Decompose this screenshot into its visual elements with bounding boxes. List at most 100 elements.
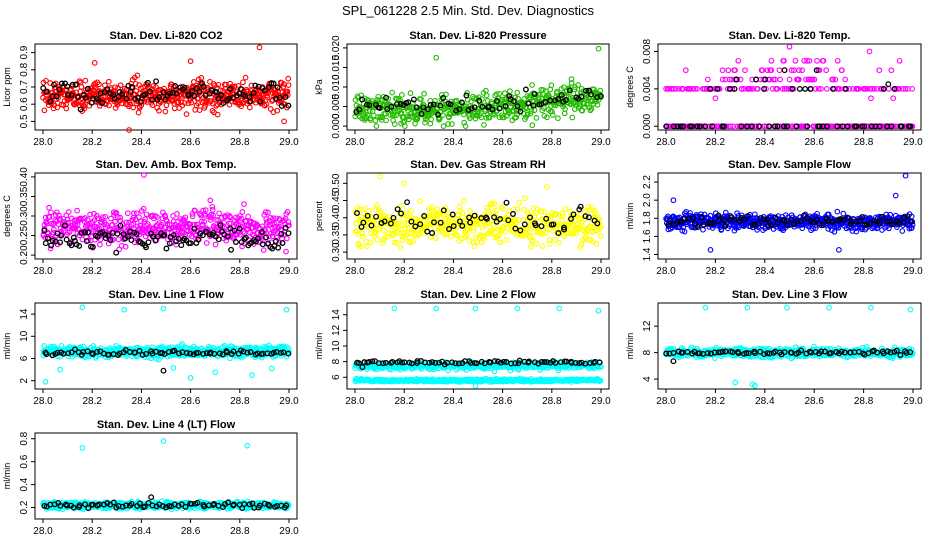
data-point [489,106,496,113]
data-point [820,57,827,64]
x-tick-label: 28.2 [82,266,102,277]
data-point [578,93,585,100]
data-point [427,102,434,108]
y-tick-label: 0.004 [642,76,653,101]
y-tick-label: 8 [331,358,342,364]
y-axis-label: Licor ppm [2,67,12,107]
data-point [265,84,272,91]
data-point [81,103,87,109]
data-point [282,94,289,101]
data-point [214,111,221,118]
data-point [468,105,475,112]
data-point [682,67,689,74]
data-point [133,88,139,94]
x-tick-label: 28.4 [444,137,464,148]
data-point [384,106,391,113]
data-point [445,121,451,127]
data-point [226,95,233,102]
data-point [846,86,853,92]
data-point [558,91,565,98]
data-point [196,88,203,95]
data-point [163,245,170,252]
data-point [248,82,255,89]
data-point [64,86,70,93]
data-point [909,86,915,92]
data-point [774,123,781,130]
data-point [496,90,503,97]
data-point [227,86,234,93]
data-point [433,54,440,61]
data-point [595,307,602,314]
data-point [276,94,283,101]
data-point [506,93,513,100]
data-point [549,108,555,115]
data-point [869,86,875,92]
y-tick-label: 0.000 [642,113,653,138]
data-point [420,101,426,108]
data-point [262,87,268,94]
data-point [844,123,851,130]
data-point [360,109,367,116]
data-point [806,76,812,83]
data-point [859,123,866,130]
data-point [401,180,408,187]
data-point [503,236,510,243]
data-point [811,76,818,83]
data-point [129,84,136,91]
data-point [542,99,549,105]
x-tick-label: 29.0 [591,396,611,407]
data-point [144,79,151,86]
y-tick-label: 2 [19,377,30,383]
data-point [677,123,684,130]
x-tick-label: 29.0 [903,137,923,148]
y-axis-label: ml/min [314,333,324,360]
data-point [112,84,119,91]
data-point [544,183,550,190]
data-point [242,74,249,81]
data-point [413,104,420,111]
data-point [256,44,263,51]
data-point [103,221,110,228]
data-points [352,173,604,251]
data-point [486,103,493,110]
data-point [414,115,421,122]
chart-title: Stan. Dev. Sample Flow [728,159,851,171]
data-point [130,104,137,111]
data-points [352,305,604,389]
data-point [62,91,68,98]
data-point [514,103,521,110]
data-point [181,84,188,91]
chart-title: Stan. Dev. Li-820 Temp. [729,30,851,42]
data-point [283,306,290,313]
data-point [388,103,395,110]
x-tick-label: 28.8 [230,396,250,407]
data-point [842,76,849,83]
data-point [404,199,411,206]
data-point [105,78,112,85]
data-point [555,115,561,122]
data-point [389,89,396,96]
data-point [359,233,366,240]
data-point [749,76,756,83]
data-point [176,105,183,111]
data-point [690,86,697,92]
data-point [735,57,742,64]
data-point [443,91,449,98]
data-point [563,94,570,101]
data-point [804,57,810,64]
y-tick-label: 0.6 [19,97,30,111]
data-point [763,86,769,92]
data-point [117,82,124,89]
x-tick-label: 28.4 [132,266,152,277]
data-point [428,116,435,123]
data-point [861,123,868,130]
data-point [163,102,170,109]
x-tick-label: 28.6 [804,266,824,277]
data-point [832,76,839,83]
x-tick-label: 28.8 [542,396,562,407]
data-point [432,235,439,242]
y-axis-label: percent [314,200,324,231]
data-point [160,367,167,374]
